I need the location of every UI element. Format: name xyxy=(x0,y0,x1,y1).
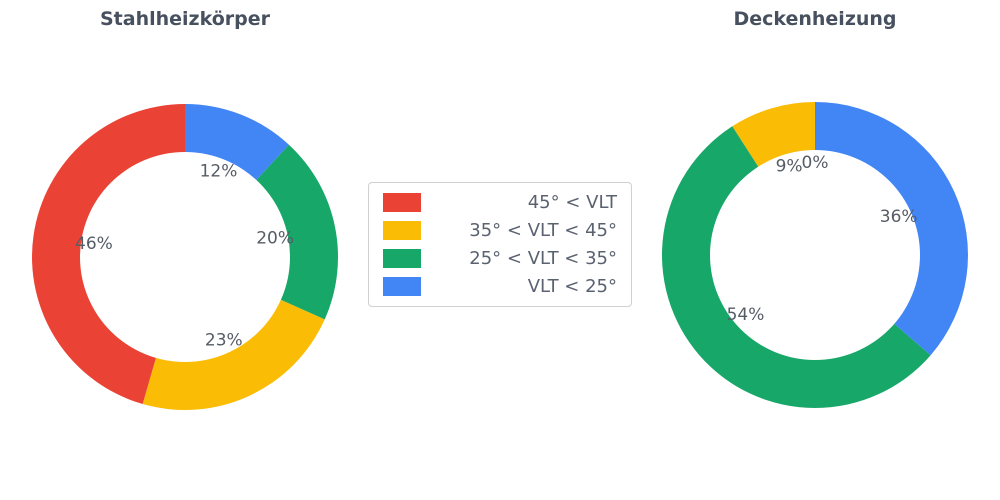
percent-label: 12% xyxy=(200,161,238,181)
percent-label: 9% xyxy=(776,157,803,177)
percent-label: 20% xyxy=(256,229,294,249)
percent-label: 46% xyxy=(75,234,113,254)
percent-label: 0% xyxy=(802,153,829,173)
right-donut-chart: 0% 9% 54% 36% xyxy=(659,99,971,411)
legend-swatch xyxy=(383,249,421,268)
donut-svg: 0%9% 54% 36% xyxy=(661,102,968,409)
legend-swatch xyxy=(383,221,421,240)
legend-item-label: 45° < VLT xyxy=(527,192,617,213)
legend-item: VLT < 25° xyxy=(383,276,617,297)
legend-item-label: VLT < 25° xyxy=(527,276,617,297)
legend-item: 25° < VLT < 35° xyxy=(383,248,617,269)
left-donut-chart: 46% 23% 20% 12% xyxy=(29,101,341,413)
percent-label: 23% xyxy=(205,330,243,350)
legend-item-label: 35° < VLT < 45° xyxy=(469,220,617,241)
legend-swatch xyxy=(383,277,421,296)
legend-item: 35° < VLT < 45° xyxy=(383,220,617,241)
left-chart-title: Stahlheizkörper xyxy=(99,8,271,30)
right-chart-title: Deckenheizung xyxy=(733,8,897,30)
donut-hole xyxy=(710,150,920,360)
donut-svg: 46% 23% 20% 12% xyxy=(32,104,339,410)
percent-label: 54% xyxy=(727,305,765,325)
legend: 45° < VLT 35° < VLT < 45° 25° < VLT < 35° V… xyxy=(368,182,632,307)
legend-swatch xyxy=(383,193,421,212)
legend-item-label: 25° < VLT < 35° xyxy=(469,248,617,269)
legend-item: 45° < VLT xyxy=(383,192,617,213)
donut-hole xyxy=(80,152,290,362)
percent-label: 36% xyxy=(880,207,918,227)
